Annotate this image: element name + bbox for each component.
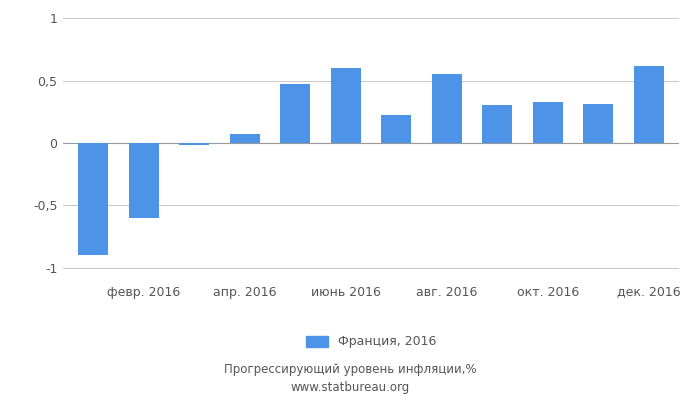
Bar (533, 102, 563, 143)
Bar (280, 84, 310, 143)
Legend: Франция, 2016: Франция, 2016 (300, 329, 442, 355)
Text: Прогрессирующий уровень инфляции,%: Прогрессирующий уровень инфляции,% (224, 364, 476, 376)
Bar (634, 66, 664, 143)
Bar (330, 68, 361, 143)
Bar (381, 116, 412, 143)
Bar (179, 143, 209, 145)
Bar (432, 74, 462, 143)
Bar (230, 134, 260, 143)
Text: www.statbureau.org: www.statbureau.org (290, 382, 410, 394)
Bar (129, 143, 159, 218)
Bar (583, 104, 613, 143)
Bar (78, 143, 108, 255)
Bar (482, 106, 512, 143)
